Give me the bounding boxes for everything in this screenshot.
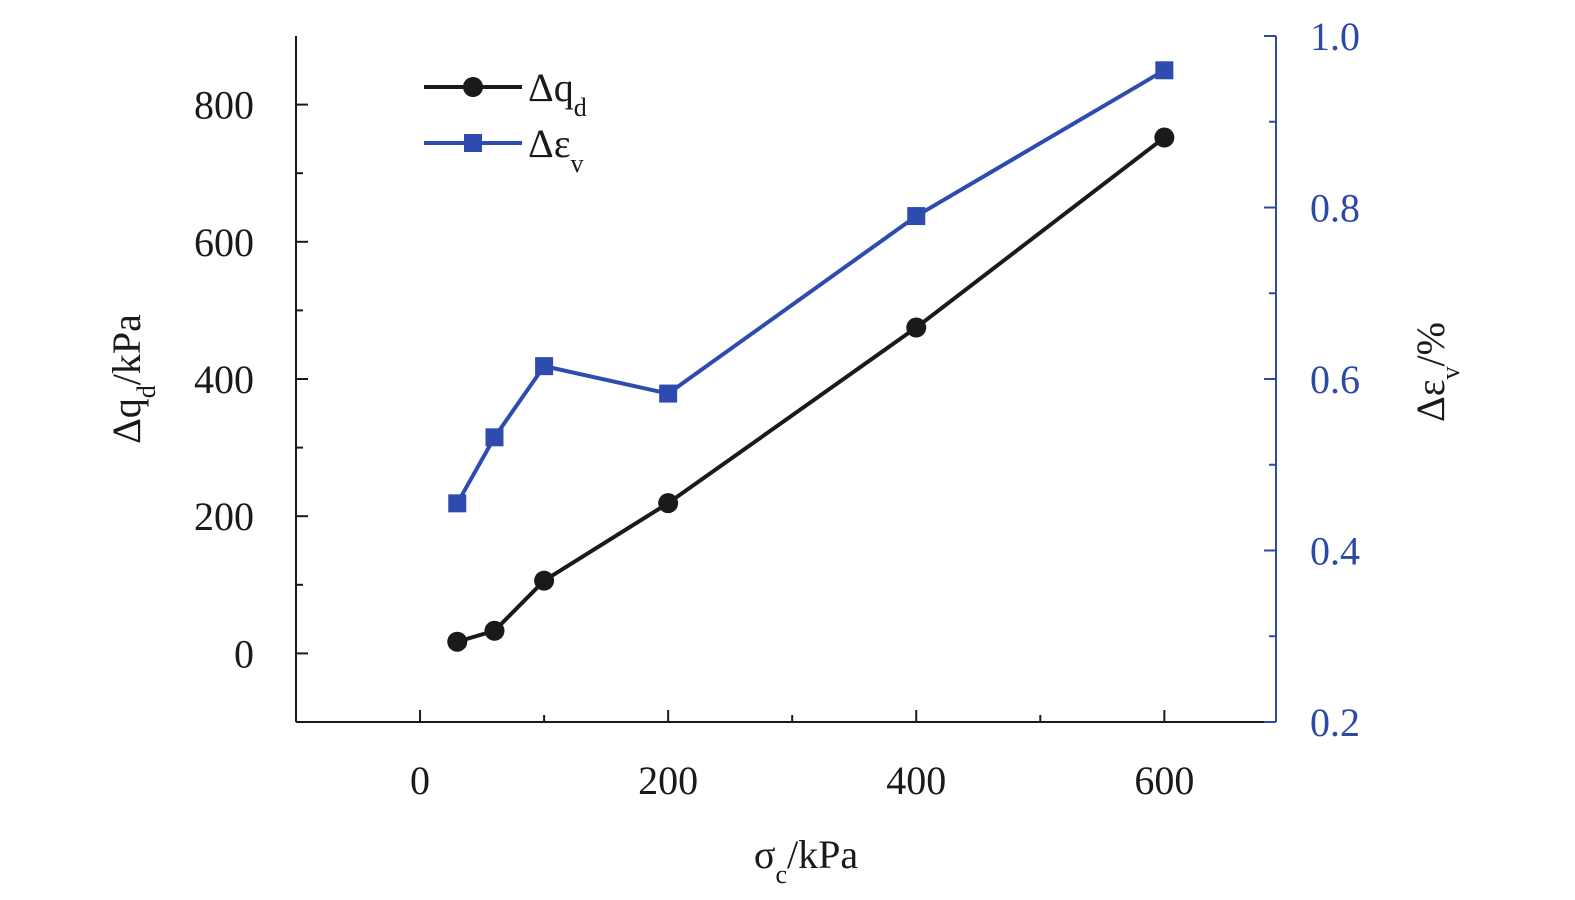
data-point-square: [907, 207, 926, 226]
x-tick-label: 0: [410, 758, 430, 803]
left-y-axis-title-subscript: d: [132, 385, 161, 398]
data-point-circle: [906, 317, 927, 338]
legend-label-subscript: d: [574, 93, 587, 122]
x-axis-title-subscript: c: [775, 860, 787, 889]
left-y-tick-label: 600: [194, 220, 254, 265]
series-layer: [447, 61, 1175, 652]
right-y-tick-label: 1.0: [1310, 14, 1360, 59]
right-y-tick-label: 0.2: [1310, 700, 1360, 745]
data-point-square: [535, 357, 554, 376]
legend-marker-square: [464, 134, 482, 152]
data-point-circle: [658, 493, 679, 514]
right-y-axis-title: Δεv/%: [1408, 322, 1465, 422]
data-point-circle: [447, 631, 468, 652]
x-tick-label: 200: [638, 758, 698, 803]
left-y-tick-label: 0: [234, 631, 254, 676]
x-tick-label: 400: [886, 758, 946, 803]
legend-entry-delta-qd: Δqd: [424, 65, 587, 122]
legend-marker-circle: [463, 77, 483, 97]
data-point-square: [448, 494, 467, 513]
legend-entry-delta-ev: Δεv: [424, 121, 584, 178]
legend-label: Δqd: [528, 65, 587, 122]
series-delta-qd: [447, 127, 1175, 652]
series-line: [456, 135, 1166, 644]
legend-label: Δεv: [528, 121, 584, 178]
data-point-square: [659, 384, 678, 403]
left-y-tick-label: 400: [194, 357, 254, 402]
data-point-circle: [534, 570, 555, 591]
data-point-square: [485, 428, 504, 447]
right-y-axis-title-main: Δε: [1408, 379, 1453, 422]
legend-label-subscript: v: [571, 149, 584, 178]
x-axis-title: σc/kPa: [754, 832, 858, 889]
left-y-axis-title-main: Δq: [104, 398, 149, 444]
data-point-circle: [1154, 127, 1175, 148]
left-y-axis-title: Δqd/kPa: [104, 314, 161, 444]
series-line: [455, 68, 1166, 505]
legend-label-main: Δε: [528, 121, 571, 166]
right-y-axis-title-unit: /%: [1408, 322, 1453, 366]
right-y-axis-title-subscript: v: [1436, 366, 1465, 379]
right-y-tick-label: 0.6: [1310, 357, 1360, 402]
x-axis-title-unit: /kPa: [787, 832, 858, 877]
axes: 0 200 400 600 0 200 400 600 800 0.2 0.4 0.6 0.8 1.0 σc…: [104, 14, 1465, 889]
left-y-tick-label: 200: [194, 494, 254, 539]
left-y-axis-title-unit: /kPa: [104, 314, 149, 385]
data-point-square: [1155, 61, 1174, 80]
left-y-tick-label: 800: [194, 83, 254, 128]
right-y-tick-label: 0.8: [1310, 186, 1360, 231]
x-tick-label: 600: [1134, 758, 1194, 803]
data-point-circle: [484, 620, 505, 641]
series-delta-ev: [448, 61, 1174, 513]
legend-label-main: Δq: [528, 65, 574, 110]
right-y-tick-label: 0.4: [1310, 529, 1360, 574]
x-axis-title-main: σ: [754, 832, 776, 877]
